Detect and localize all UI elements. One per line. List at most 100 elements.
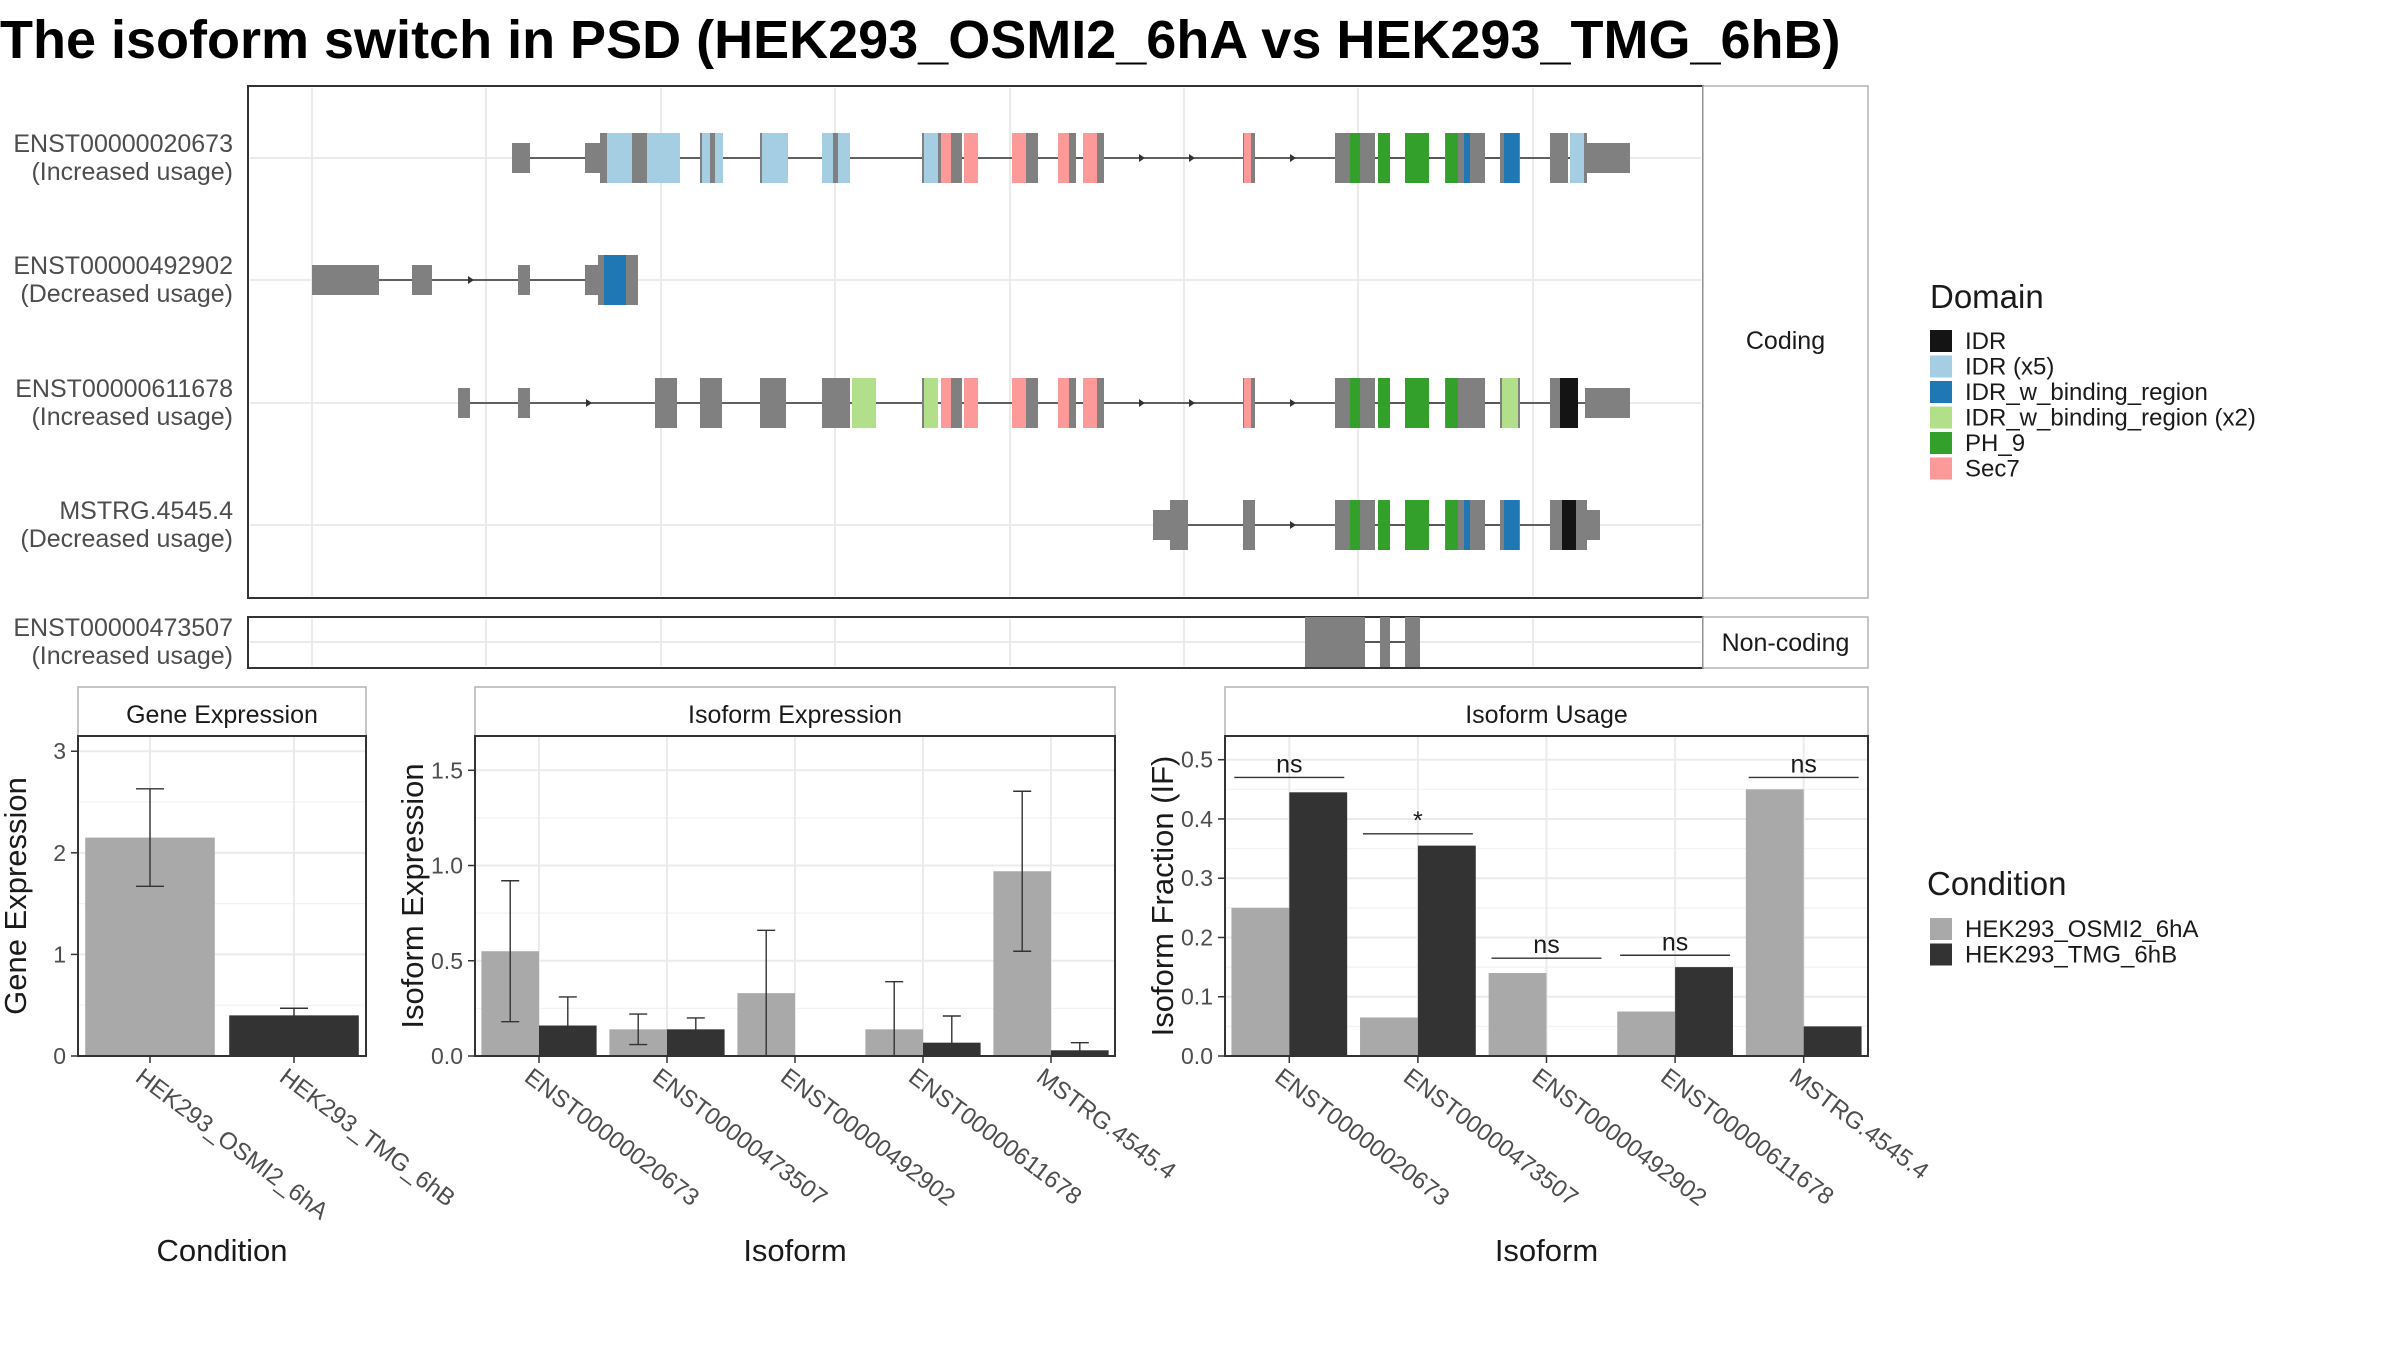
y-tick-label: 0 xyxy=(53,1043,66,1069)
domain-legend-swatch xyxy=(1930,457,1952,480)
domain-segment xyxy=(1446,133,1458,183)
domain-segment xyxy=(607,133,632,183)
y-tick-label: 3 xyxy=(53,738,66,764)
domain-legend-swatch xyxy=(1930,330,1952,352)
domain-legend-swatch xyxy=(1930,406,1952,429)
domain-segment xyxy=(1464,133,1470,183)
x-axis-title: Isoform xyxy=(1495,1233,1598,1268)
domain-legend-swatch xyxy=(1930,432,1952,454)
transcript-usage-label: (Increased usage) xyxy=(31,158,233,186)
domain-segment xyxy=(1464,500,1470,550)
bar xyxy=(1617,1011,1676,1056)
significance-label: ns xyxy=(1276,750,1302,778)
domain-segment xyxy=(1244,133,1251,183)
utr-exon xyxy=(585,265,600,295)
coding-exon xyxy=(1405,617,1420,667)
condition-legend-label: HEK293_OSMI2_6hA xyxy=(1965,916,2198,943)
y-axis-title: Isoform Expression xyxy=(395,763,430,1028)
domain-legend-label: IDR_w_binding_region xyxy=(1965,379,2208,406)
utr-exon xyxy=(518,265,530,295)
coding-exon xyxy=(1305,617,1365,667)
domain-legend-label: PH_9 xyxy=(1965,430,2025,457)
utr-exon xyxy=(1585,510,1600,540)
coding-exon xyxy=(1550,133,1568,183)
domain-segment xyxy=(1058,133,1069,183)
intron-arrow xyxy=(1290,154,1296,162)
domain-segment xyxy=(852,378,876,428)
domain-legend-title: Domain xyxy=(1930,278,2044,315)
intron-arrow xyxy=(1189,399,1195,407)
domain-segment xyxy=(604,255,626,305)
domain-segment xyxy=(1058,378,1069,428)
y-tick-label: 1 xyxy=(53,941,66,967)
domain-segment xyxy=(1446,378,1458,428)
domain-segment xyxy=(1350,133,1360,183)
condition-legend-title: Condition xyxy=(1927,865,2066,902)
domain-segment xyxy=(1504,500,1519,550)
condition-legend-label: HEK293_TMG_6hB xyxy=(1965,942,2177,969)
utr-exon xyxy=(312,265,379,295)
utr-exon xyxy=(512,143,530,173)
transcript-label: ENST00000473507 xyxy=(13,614,233,642)
figure-title: The isoform switch in PSD (HEK293_OSMI2_… xyxy=(0,10,1841,70)
coding-exon xyxy=(1380,617,1390,667)
domain-segment xyxy=(1244,378,1251,428)
domain-segment xyxy=(941,378,951,428)
domain-segment xyxy=(1405,133,1429,183)
transcript-usage-label: (Increased usage) xyxy=(31,403,233,431)
significance-label: ns xyxy=(1790,750,1816,778)
transcript-usage-label: (Decreased usage) xyxy=(20,280,233,308)
coding-exon xyxy=(700,378,722,428)
y-tick-label: 0.5 xyxy=(1181,747,1213,773)
intron-arrow xyxy=(1290,399,1296,407)
domain-segment xyxy=(964,378,978,428)
intron-arrow xyxy=(1290,521,1296,529)
bar xyxy=(1289,792,1348,1056)
domain-segment xyxy=(924,133,938,183)
y-tick-label: 0.3 xyxy=(1181,865,1213,891)
bar xyxy=(1675,967,1733,1056)
panel-title: Isoform Expression xyxy=(688,701,902,729)
transcript-label: MSTRG.4545.4 xyxy=(59,497,233,525)
coding-exon xyxy=(1243,500,1255,550)
bar xyxy=(1417,845,1476,1056)
y-axis-title: Gene Expression xyxy=(0,777,33,1015)
coding-exon xyxy=(760,378,786,428)
domain-segment xyxy=(1012,133,1026,183)
coding-exon xyxy=(632,133,647,183)
domain-segment xyxy=(1570,133,1584,183)
bar xyxy=(1745,789,1804,1056)
domain-segment xyxy=(1502,378,1518,428)
bar xyxy=(1360,1017,1418,1056)
domain-segment xyxy=(924,378,938,428)
intron-arrow xyxy=(1189,154,1195,162)
condition-legend-swatch xyxy=(1930,918,1952,940)
y-tick-label: 0.0 xyxy=(1181,1043,1213,1069)
intron-arrow xyxy=(586,399,592,407)
x-axis-title: Condition xyxy=(157,1233,288,1268)
utr-exon xyxy=(458,388,470,418)
domain-segment xyxy=(941,133,951,183)
utr-exon xyxy=(412,265,432,295)
y-tick-label: 0.0 xyxy=(431,1043,463,1069)
domain-segment xyxy=(1083,133,1097,183)
domain-legend-label: IDR_w_binding_region (x2) xyxy=(1965,405,2256,432)
panel-title: Isoform Usage xyxy=(1465,701,1628,729)
panel-strip xyxy=(77,686,367,737)
coding-exon xyxy=(600,133,610,183)
domain-segment xyxy=(1504,133,1519,183)
significance-label: * xyxy=(1413,807,1423,835)
domain-legend-swatch xyxy=(1930,381,1952,403)
domain-legend-label: Sec7 xyxy=(1965,456,2020,483)
bar xyxy=(1231,907,1290,1056)
domain-segment xyxy=(1446,500,1458,550)
significance-label: ns xyxy=(1662,928,1688,956)
transcript-label: ENST00000611678 xyxy=(15,375,233,403)
panel-strip xyxy=(1224,686,1869,737)
bar xyxy=(1488,973,1547,1056)
domain-segment xyxy=(1012,378,1026,428)
y-tick-label: 1.5 xyxy=(431,757,463,783)
condition-legend-swatch xyxy=(1930,943,1952,966)
y-tick-label: 2 xyxy=(53,840,66,866)
